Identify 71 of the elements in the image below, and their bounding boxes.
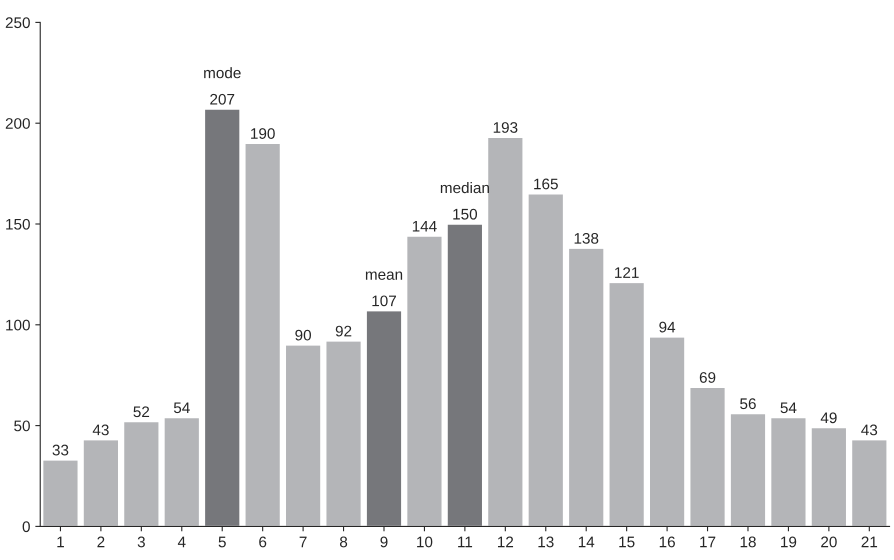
data-label: 33 — [52, 444, 68, 456]
x-tick-label: 15 — [619, 536, 635, 548]
data-label: 92 — [336, 326, 352, 337]
bar — [204, 108, 241, 526]
x-tick-label: 8 — [340, 536, 348, 548]
bar — [325, 340, 362, 526]
data-label: 107 — [372, 295, 396, 306]
y-tick-label: 50 — [14, 420, 30, 432]
data-label: 207 — [210, 94, 234, 105]
x-tick-label: 19 — [781, 536, 796, 548]
bar — [366, 310, 402, 526]
annotation: median — [440, 182, 489, 194]
data-label: 144 — [412, 221, 437, 232]
bar — [770, 416, 807, 526]
bar — [850, 439, 888, 526]
y-tick-label: 0 — [22, 521, 30, 532]
y-tick-label: 200 — [6, 118, 30, 129]
data-label: 90 — [295, 330, 312, 341]
bar — [163, 416, 200, 526]
x-tick-label: 18 — [740, 536, 756, 548]
x-tick-label: 17 — [700, 536, 716, 548]
bar — [648, 336, 686, 526]
bar — [527, 193, 564, 526]
x-tick-label: 2 — [97, 536, 104, 548]
x-tick-label: 3 — [138, 536, 145, 548]
data-label: 165 — [534, 178, 558, 190]
x-tick-label: 5 — [218, 536, 226, 548]
data-label: 43 — [92, 424, 109, 436]
annotation: mode — [204, 67, 241, 78]
x-tick-label: 1 — [57, 536, 64, 548]
bar — [568, 247, 605, 526]
bar — [729, 412, 766, 526]
x-tick-label: 14 — [578, 536, 594, 548]
y-tick-label: 100 — [6, 320, 30, 330]
data-label: 69 — [700, 372, 716, 383]
bar — [244, 142, 282, 526]
x-tick-label: 16 — [660, 536, 675, 548]
bar — [42, 459, 79, 526]
bar — [810, 426, 848, 526]
x-tick-label: 20 — [821, 536, 837, 548]
bar — [122, 420, 160, 526]
x-tick-label: 12 — [498, 536, 514, 548]
data-label: 43 — [861, 424, 878, 436]
bar — [82, 439, 120, 526]
x-tick-label: 13 — [538, 536, 554, 548]
bar — [446, 223, 484, 526]
y-tick-label: 150 — [6, 218, 30, 230]
y-tick-label: 250 — [6, 17, 30, 28]
data-label: 138 — [574, 232, 598, 244]
x-tick-label: 6 — [259, 536, 266, 548]
data-label: 150 — [453, 208, 478, 220]
x-tick-label: 9 — [380, 536, 388, 548]
x-tick-label: 21 — [862, 536, 878, 548]
data-label: 54 — [780, 402, 796, 414]
bar — [608, 282, 646, 526]
data-label: 121 — [615, 267, 639, 278]
data-label: 56 — [740, 398, 756, 410]
annotation: mean — [366, 272, 402, 280]
data-label: 54 — [174, 402, 190, 414]
x-tick-label: 7 — [300, 536, 307, 548]
data-label: 190 — [251, 128, 275, 139]
x-tick-label: 11 — [458, 536, 472, 548]
bar — [406, 235, 443, 526]
x-tick-label: 4 — [178, 536, 186, 548]
x-tick-label: 10 — [417, 536, 432, 548]
bar — [284, 344, 322, 526]
data-label: 52 — [133, 406, 150, 418]
bar — [689, 386, 726, 526]
data-label: 94 — [659, 322, 676, 332]
data-label: 193 — [494, 122, 518, 133]
data-label: 49 — [820, 412, 837, 424]
